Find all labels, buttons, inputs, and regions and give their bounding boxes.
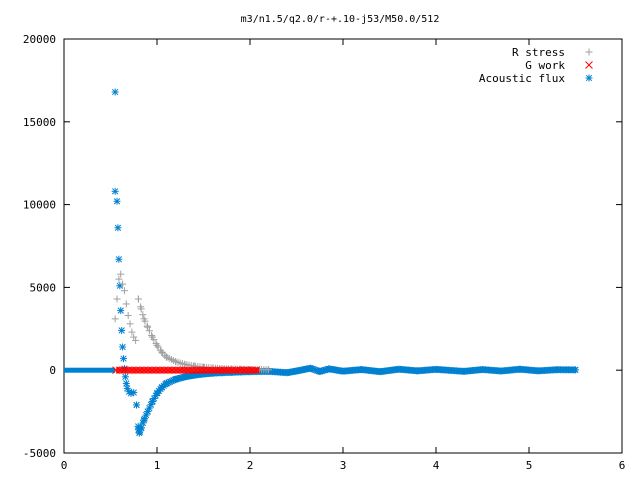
y-tick-label: 5000 (30, 281, 57, 294)
legend-marker (585, 61, 593, 69)
r-stress-point (143, 322, 151, 330)
r-stress-point (111, 315, 119, 323)
g-work-point (252, 366, 260, 375)
legend-marker (585, 48, 593, 56)
x-tick-label: 1 (154, 459, 161, 472)
plot-frame (63, 38, 623, 454)
r-stress-point (148, 331, 156, 339)
series-acoustic-flux (64, 88, 579, 437)
y-tick-label: 0 (49, 364, 56, 377)
r-stress-point (137, 303, 145, 311)
r-stress-point (117, 270, 125, 278)
acoustic-flux-point (130, 389, 138, 397)
r-stress-point (145, 327, 153, 335)
r-stress-point (134, 295, 142, 303)
x-tick-label: 4 (433, 459, 440, 472)
x-tick-label: 6 (619, 459, 626, 472)
acoustic-flux-point (120, 355, 128, 363)
acoustic-flux-point (118, 326, 126, 334)
y-tick-label: 10000 (23, 199, 56, 212)
acoustic-flux-point (115, 255, 123, 263)
r-stress-point (126, 320, 134, 328)
acoustic-flux-point (113, 197, 121, 205)
acoustic-flux-point (122, 379, 130, 387)
x-tick-label: 0 (61, 459, 68, 472)
x-tick-label: 5 (526, 459, 533, 472)
y-tick-label: -5000 (23, 447, 56, 460)
r-stress-point (158, 348, 166, 356)
acoustic-flux-point (119, 343, 127, 351)
r-stress-point (115, 275, 123, 283)
x-tick-label: 2 (247, 459, 254, 472)
y-tick-label: 15000 (23, 116, 56, 129)
r-stress-point (119, 280, 127, 288)
chart-marks (64, 88, 579, 437)
y-tick-label: 20000 (23, 33, 56, 46)
r-stress-point (139, 311, 147, 319)
acoustic-flux-point (111, 88, 119, 96)
r-stress-point (128, 328, 136, 336)
series-g-work (112, 366, 260, 375)
acoustic-flux-point (571, 366, 579, 374)
r-stress-point (141, 317, 149, 325)
legend-label: R stress (512, 46, 565, 59)
r-stress-point (124, 312, 132, 320)
r-stress-point (150, 336, 158, 344)
acoustic-flux-point (117, 307, 125, 315)
legend-marker (585, 74, 593, 82)
legend-label: Acoustic flux (479, 72, 565, 85)
acoustic-flux-point (111, 187, 119, 195)
r-stress-point (113, 295, 121, 303)
series-r-stress (111, 270, 273, 374)
r-stress-point (264, 366, 272, 374)
r-stress-point (122, 300, 130, 308)
r-stress-point (120, 287, 128, 295)
r-stress-point (153, 341, 161, 349)
r-stress-point (130, 333, 138, 341)
acoustic-flux-point (121, 373, 129, 381)
acoustic-flux-baseline-band (64, 367, 116, 373)
axes: 0 1 2 3 4 5 6 -5000 0 5000 10000 15000 20000 (23, 33, 625, 472)
x-tick-label: 3 (340, 459, 347, 472)
r-stress-point (132, 336, 140, 344)
acoustic-flux-point (150, 394, 158, 402)
chart-title: m3/n1.5/q2.0/r-+.10-j53/M50.0/512 (241, 14, 440, 25)
acoustic-flux-point (114, 224, 122, 232)
acoustic-flux-point (133, 401, 141, 409)
legend-label: G work (525, 59, 565, 72)
